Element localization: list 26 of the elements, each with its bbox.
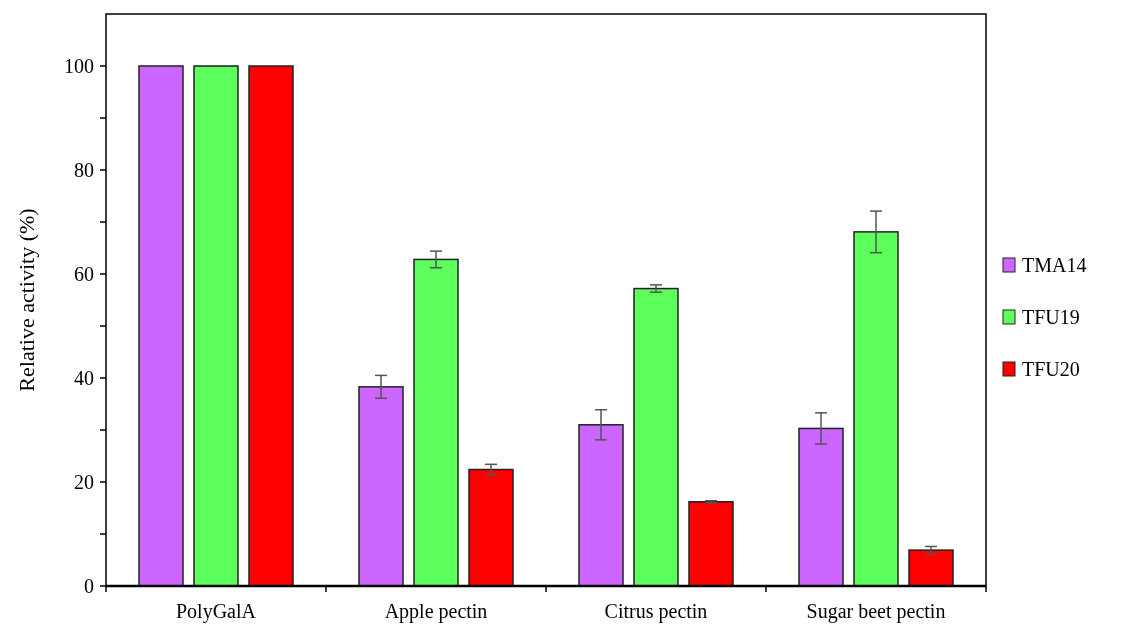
bar <box>798 427 844 587</box>
bar <box>688 501 734 587</box>
x-tick-label: Apple pectin <box>384 600 488 623</box>
bar <box>908 549 954 587</box>
bar <box>358 386 404 587</box>
y-tick-label: 60 <box>74 263 94 285</box>
bar <box>853 231 899 587</box>
y-axis-title: Relative activity (%) <box>14 208 39 392</box>
y-tick-label: 40 <box>74 367 94 389</box>
legend-label: TFU20 <box>1022 358 1080 380</box>
legend-label: TFU19 <box>1022 306 1080 328</box>
y-tick-label: 20 <box>74 471 94 493</box>
x-tick-label: PolyGalA <box>176 600 257 623</box>
bar <box>468 468 514 587</box>
bar <box>633 287 679 587</box>
bar <box>248 65 294 587</box>
x-tick-label: Citrus pectin <box>604 600 708 623</box>
bar <box>413 258 459 587</box>
y-tick-label: 0 <box>84 575 94 597</box>
y-tick-label: 100 <box>64 55 94 77</box>
y-tick-label: 80 <box>74 159 94 181</box>
bar <box>578 424 624 587</box>
bar <box>193 65 239 587</box>
legend-label: TMA14 <box>1022 254 1087 276</box>
bar <box>138 65 184 587</box>
x-tick-label: Sugar beet pectin <box>806 600 946 623</box>
